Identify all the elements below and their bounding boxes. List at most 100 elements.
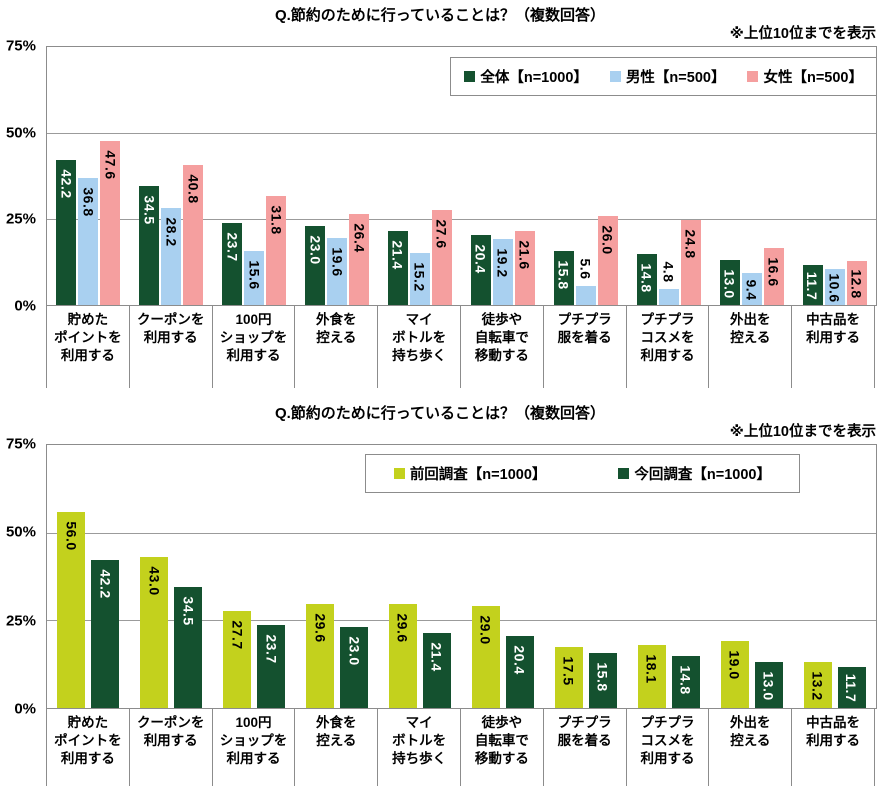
bar-value-label: 10.6 xyxy=(826,273,843,303)
bar: 11.7 xyxy=(837,666,866,708)
chart-note: ※上位10位までを表示 xyxy=(729,26,876,42)
legend-label: 前回調査【n=1000】 xyxy=(409,467,547,483)
x-axis-category-label: 外食を 控える xyxy=(295,306,379,388)
x-axis-category-label: 徒歩や 自転車で 移動する xyxy=(461,306,544,388)
bar-group: 27.7 23.7 xyxy=(213,445,296,708)
x-axis-category-label: 貯めた ポイントを 利用する xyxy=(47,709,130,786)
y-axis-tick-label: 75% xyxy=(5,37,36,55)
bar-value-label: 27.7 xyxy=(229,620,246,650)
bar-value-label: 19.6 xyxy=(329,246,346,277)
bar-value-label: 23.7 xyxy=(263,634,280,664)
bar-value-label: 23.0 xyxy=(346,636,363,666)
bar-value-label: 12.8 xyxy=(848,269,865,299)
chart-title: Q.節約のために行っていることは？（複数回答） xyxy=(274,7,606,24)
bars-layer: 56.0 42.2 43.0 34.5 27.7 23.7 29.6 23.0 29.6 21.4… xyxy=(47,445,876,708)
bar: 43.0 xyxy=(140,557,169,708)
bar: 47.6 xyxy=(100,141,121,305)
bar: 31.8 xyxy=(266,195,287,305)
bar: 15.6 xyxy=(244,251,265,305)
gridline xyxy=(47,133,876,134)
bar-group: 18.1 14.8 xyxy=(627,445,710,708)
y-axis: 75% 50% 25% 0% xyxy=(0,436,42,718)
bar-value-label: 21.4 xyxy=(429,642,446,672)
bar-value-label: 13.0 xyxy=(721,269,738,299)
gridline xyxy=(47,620,876,622)
bar-value-label: 15.8 xyxy=(594,661,611,692)
bar-value-label: 23.7 xyxy=(224,232,241,263)
bar: 23.0 xyxy=(340,627,369,708)
x-axis-category-label: 徒歩や 自転車で 移動する xyxy=(461,709,544,786)
bar: 21.4 xyxy=(423,632,452,708)
bar-value-label: 17.5 xyxy=(560,656,577,686)
legend-color-swatch-icon xyxy=(618,468,630,479)
bar: 14.8 xyxy=(636,254,657,305)
bar: 29.6 xyxy=(389,604,418,708)
legend-label: 今回調査【n=1000】 xyxy=(634,467,771,483)
bar-value-label: 21.4 xyxy=(390,240,407,271)
bar-group: 21.4 15.2 27.6 xyxy=(379,47,462,305)
bar-value-label: 11.7 xyxy=(804,271,821,301)
chart-note: ※上位10位までを表示 xyxy=(729,424,876,440)
x-axis-labels: 貯めた ポイントを 利用する クーポンを 利用する 100円 ショップを 利用する外… xyxy=(46,306,875,388)
legend: 前回調査【n=1000】 今回調査【n=1000】 xyxy=(364,454,800,493)
legend-item: 女性【n=500】 xyxy=(747,66,863,87)
y-axis-tick-label: 0% xyxy=(14,297,36,315)
bar-value-label: 15.6 xyxy=(246,260,263,290)
legend-color-swatch-icon xyxy=(393,468,405,479)
bar-value-label: 40.8 xyxy=(185,174,202,204)
legend-color-swatch-icon xyxy=(747,71,759,82)
bar: 34.5 xyxy=(139,186,160,305)
chart-title: Q.節約のために行っていることは？（複数回答） xyxy=(274,405,606,422)
legend-label: 女性【n=500】 xyxy=(763,70,863,86)
chart-body: 75% 50% 25% 0% 56.0 42.2 43.0 34.5 27.7 23.7 29.6… xyxy=(0,436,880,718)
bar: 9.4 xyxy=(741,272,762,305)
bar: 23.7 xyxy=(257,624,286,708)
legend-item: 男性【n=500】 xyxy=(609,66,725,87)
bar: 12.8 xyxy=(846,260,867,305)
bar-group: 23.0 19.6 26.4 xyxy=(296,47,379,305)
bar: 34.5 xyxy=(174,587,203,708)
bar: 15.8 xyxy=(588,652,617,708)
bar-value-label: 28.2 xyxy=(163,217,180,247)
legend-item: 今回調査【n=1000】 xyxy=(618,463,771,484)
bar-value-label: 34.5 xyxy=(180,596,197,626)
bar-group: 29.0 20.4 xyxy=(462,445,545,708)
bar-value-label: 20.4 xyxy=(472,244,489,274)
bar-value-label: 9.4 xyxy=(743,279,760,301)
bar: 23.0 xyxy=(305,225,326,305)
bar: 27.6 xyxy=(432,210,453,305)
x-axis-category-label: 貯めた ポイントを 利用する xyxy=(47,306,130,388)
bar-group: 14.8 4.8 24.8 xyxy=(627,47,710,305)
legend-color-swatch-icon xyxy=(464,71,476,82)
bars-layer: 42.2 36.8 47.6 34.5 28.2 40.8 23.7 15.6 31.8 23.0… xyxy=(47,47,876,305)
bar: 29.6 xyxy=(306,604,335,708)
bar: 13.0 xyxy=(754,662,783,708)
bar: 20.4 xyxy=(505,636,534,708)
bar-group: 42.2 36.8 47.6 xyxy=(47,47,130,305)
y-axis-tick-label: 50% xyxy=(5,523,36,541)
bar: 11.7 xyxy=(802,264,823,305)
bar-group: 15.8 5.6 26.0 xyxy=(544,47,627,305)
bar-value-label: 19.2 xyxy=(494,248,511,278)
bar-value-label: 16.6 xyxy=(765,257,782,287)
bar: 26.0 xyxy=(597,215,618,305)
bar-value-label: 27.6 xyxy=(434,219,451,249)
bar-value-label: 47.6 xyxy=(102,150,119,180)
legend-color-swatch-icon xyxy=(609,71,621,82)
bar-group: 17.5 15.8 xyxy=(544,445,627,708)
x-axis-category-label: 外食を 控える xyxy=(295,709,379,786)
chart-bottom-section: Q.節約のために行っていることは？（複数回答） ※上位10位までを表示 75% 5… xyxy=(0,398,880,786)
y-axis-tick-label: 50% xyxy=(5,124,36,142)
y-axis: 75% 50% 25% 0% xyxy=(0,38,42,315)
bar-value-label: 19.0 xyxy=(726,650,743,680)
bar: 4.8 xyxy=(658,261,679,305)
bar-value-label: 26.0 xyxy=(599,224,616,255)
bar: 18.1 xyxy=(637,644,666,708)
bar-value-label: 18.1 xyxy=(643,653,660,684)
bar: 24.8 xyxy=(680,219,701,305)
bar-value-label: 15.2 xyxy=(412,262,429,292)
bar-value-label: 29.6 xyxy=(312,613,329,643)
x-axis-category-label: マイ ボトルを 持ち歩く xyxy=(378,306,461,388)
bar-value-label: 36.8 xyxy=(80,187,97,218)
bar-group: 13.2 11.7 xyxy=(793,445,876,708)
